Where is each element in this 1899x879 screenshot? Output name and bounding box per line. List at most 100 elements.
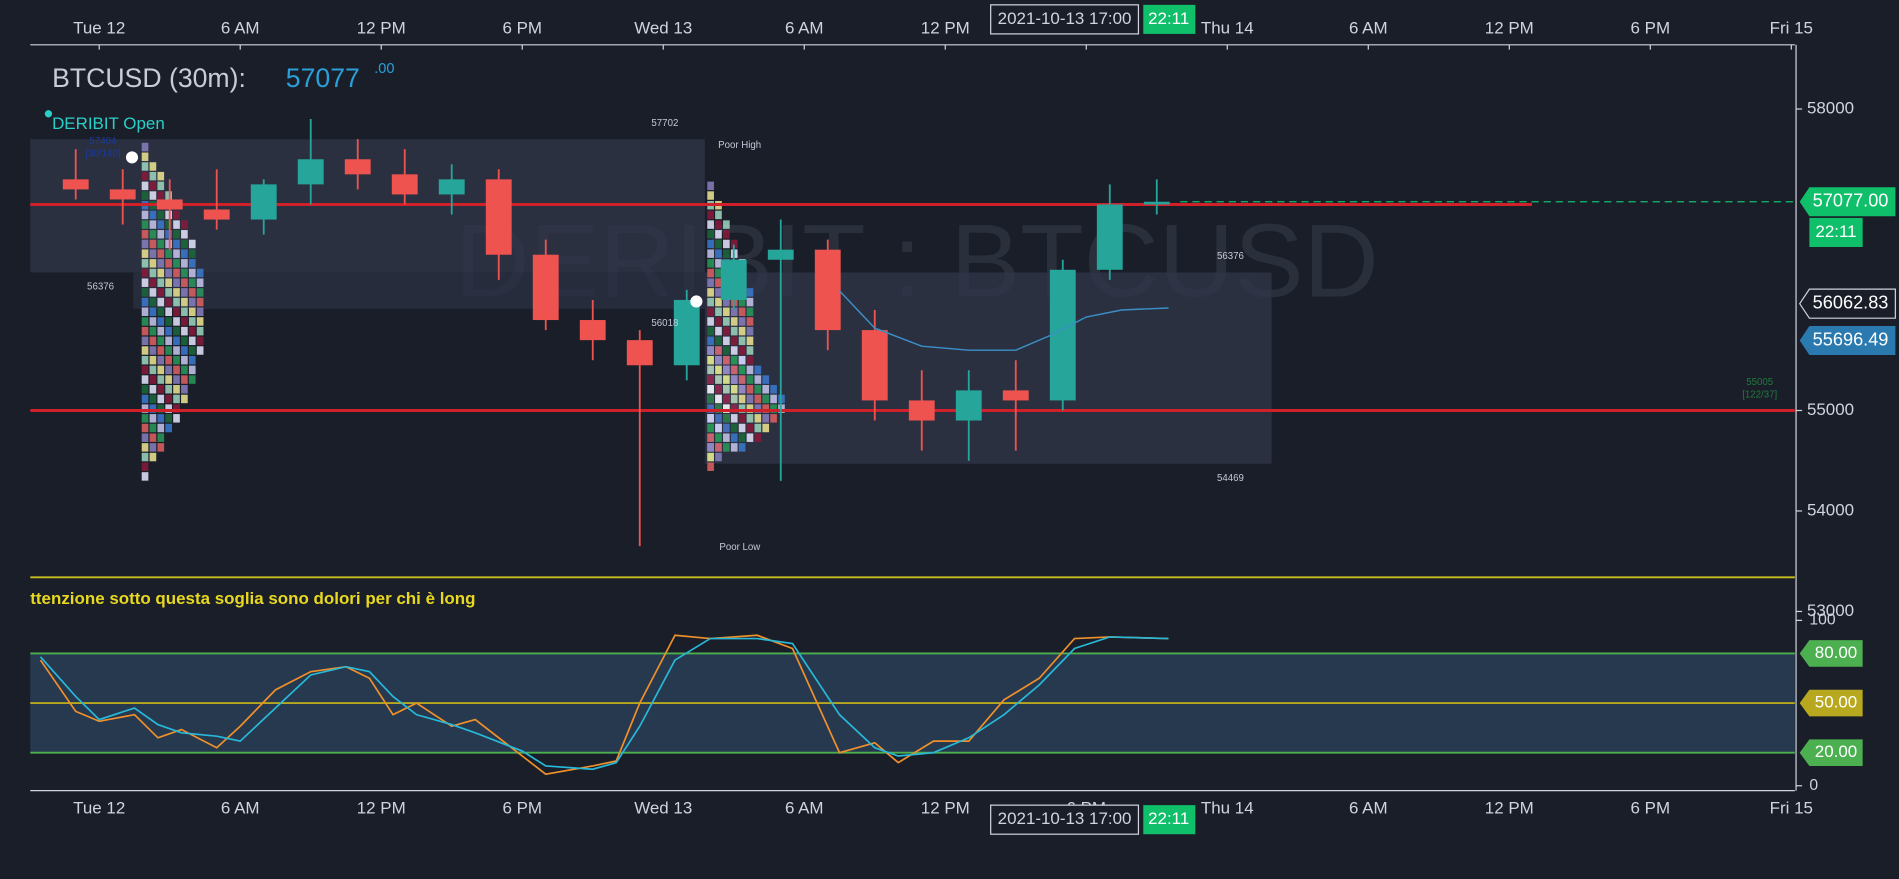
annotation: 57702	[651, 118, 678, 129]
profile-cell	[157, 336, 165, 346]
profile-cell	[738, 365, 746, 375]
profile-cell	[173, 375, 180, 384]
profile-cell	[730, 433, 738, 442]
candle-body	[908, 400, 935, 421]
profile-cell	[141, 355, 149, 365]
profile-cell	[754, 433, 762, 442]
profile-cell	[165, 394, 172, 404]
profile-cell	[141, 210, 149, 220]
profile-cell	[730, 336, 738, 346]
profile-cell	[707, 307, 714, 317]
profile-cell	[754, 385, 762, 394]
profile-cell	[141, 472, 149, 481]
profile-cell	[707, 385, 714, 394]
x-tick-label: 12 PM	[357, 798, 406, 817]
profile-cell	[141, 317, 149, 326]
profile-cell	[746, 404, 754, 413]
profile-cell	[181, 355, 188, 365]
candle-body	[626, 340, 653, 366]
x-tick-label: 6 AM	[1349, 19, 1388, 38]
profile-cell	[149, 171, 157, 181]
x-tick-label: Fri 15	[1770, 798, 1813, 817]
profile-cell	[141, 423, 149, 433]
annotation: Poor Low	[719, 542, 761, 553]
profile-cell	[141, 394, 149, 404]
profile-cell	[181, 346, 188, 355]
candle-body	[156, 199, 183, 210]
candle-body	[344, 159, 371, 175]
profile-cell	[149, 326, 157, 336]
candle-body	[438, 179, 465, 195]
level-label-box	[1799, 689, 1863, 717]
profile-cell	[730, 394, 738, 404]
profile-cell	[157, 326, 165, 336]
profile-cell	[157, 288, 165, 297]
profile-cell	[707, 239, 714, 249]
profile-cell	[715, 317, 722, 326]
last-price-decimals: .00	[374, 61, 394, 77]
profile-cell	[165, 307, 172, 317]
profile-cell	[149, 307, 157, 317]
profile-cell	[707, 326, 714, 336]
x-tick-label: 6 AM	[1349, 798, 1388, 817]
profile-cell	[723, 355, 730, 365]
x-tick-label: 12 PM	[921, 19, 970, 38]
profile-cell	[181, 385, 188, 394]
x-tick-label: Wed 13	[634, 19, 692, 38]
profile-cell	[707, 191, 714, 200]
profile-cell	[141, 307, 149, 317]
profile-cell	[188, 317, 196, 326]
candle-body	[1096, 204, 1123, 270]
profile-cell	[723, 346, 730, 355]
x-tick-label: 12 PM	[921, 798, 970, 817]
profile-cell	[141, 452, 149, 462]
profile-cell	[738, 433, 746, 442]
profile-cell	[149, 220, 157, 229]
countdown: 22:11	[1148, 809, 1189, 828]
profile-cell	[707, 394, 714, 404]
profile-cell	[715, 375, 722, 384]
profile-cell	[762, 423, 770, 433]
profile-cell	[738, 307, 746, 317]
profile-cell	[746, 336, 754, 346]
profile-cell	[141, 142, 149, 152]
profile-cell	[173, 385, 180, 394]
profile-cell	[181, 249, 188, 258]
y-tick-label: 58000	[1807, 98, 1854, 117]
profile-cell	[196, 346, 204, 355]
profile-cell	[141, 297, 149, 307]
x-tick-label: 6 PM	[1631, 19, 1671, 38]
profile-cell	[730, 385, 738, 394]
profile-cell	[149, 317, 157, 326]
profile-cell	[707, 230, 714, 239]
profile-cell	[723, 385, 730, 394]
profile-cell	[141, 404, 149, 413]
profile-cell	[746, 365, 754, 375]
profile-cell	[196, 317, 204, 326]
profile-cell	[723, 365, 730, 375]
profile-cell	[157, 355, 165, 365]
profile-cell	[141, 385, 149, 394]
profile-cell	[149, 365, 157, 375]
profile-cell	[157, 307, 165, 317]
profile-cell	[181, 394, 188, 404]
profile-cell	[173, 297, 180, 307]
profile-cell	[141, 249, 149, 258]
profile-cell	[188, 259, 196, 268]
profile-cell	[157, 394, 165, 404]
profile-cell	[754, 423, 762, 433]
profile-cell	[149, 181, 157, 191]
profile-cell	[141, 152, 149, 162]
profile-cell	[165, 210, 172, 220]
profile-cell	[754, 394, 762, 404]
profile-cell	[754, 404, 762, 413]
profile-cell	[738, 355, 746, 365]
profile-cell	[173, 268, 180, 278]
profile-cell	[181, 230, 188, 239]
candle-body	[109, 189, 136, 200]
level-label-box	[1799, 739, 1863, 767]
profile-cell	[157, 249, 165, 258]
profile-cell	[188, 268, 196, 278]
profile-cell	[707, 288, 714, 297]
profile-cell	[165, 346, 172, 355]
